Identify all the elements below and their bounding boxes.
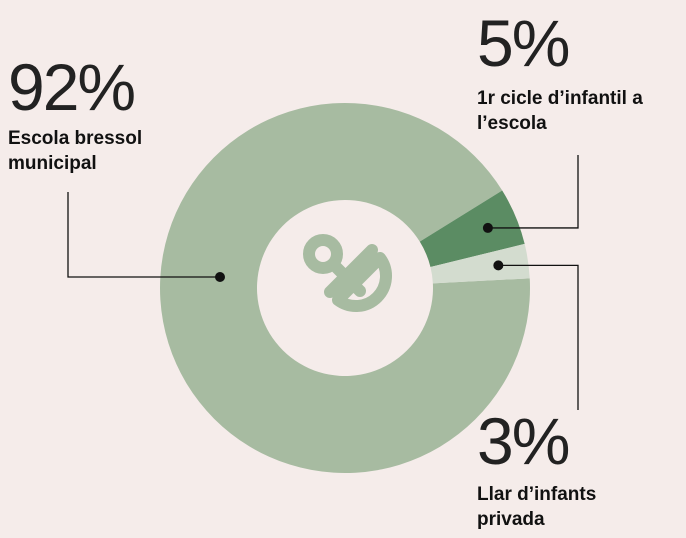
label-group: 92% Escola bressol municipal (8, 52, 193, 176)
slice (419, 190, 525, 268)
leader-line (487, 155, 579, 229)
value-label: 5% (477, 6, 570, 80)
value-label: 92% (8, 50, 136, 124)
slice (430, 243, 530, 284)
leader-line (67, 192, 220, 278)
slice (160, 103, 530, 474)
leader-dot (493, 260, 504, 271)
leader-dot (215, 272, 225, 282)
pacifier-icon (303, 234, 392, 312)
category-label: Escola bressol municipal (8, 128, 143, 174)
leader-dot (482, 222, 493, 233)
leader-line (498, 264, 579, 410)
category-label: Llar d’infants privada (477, 484, 597, 530)
label-group: 3% Llar d’infants privada (477, 406, 647, 532)
category-label: 1r cicle d’infantil a l’escola (477, 88, 643, 134)
label-group: 5% 1r cicle d’infantil a l’escola (477, 8, 682, 136)
value-label: 3% (477, 404, 570, 478)
